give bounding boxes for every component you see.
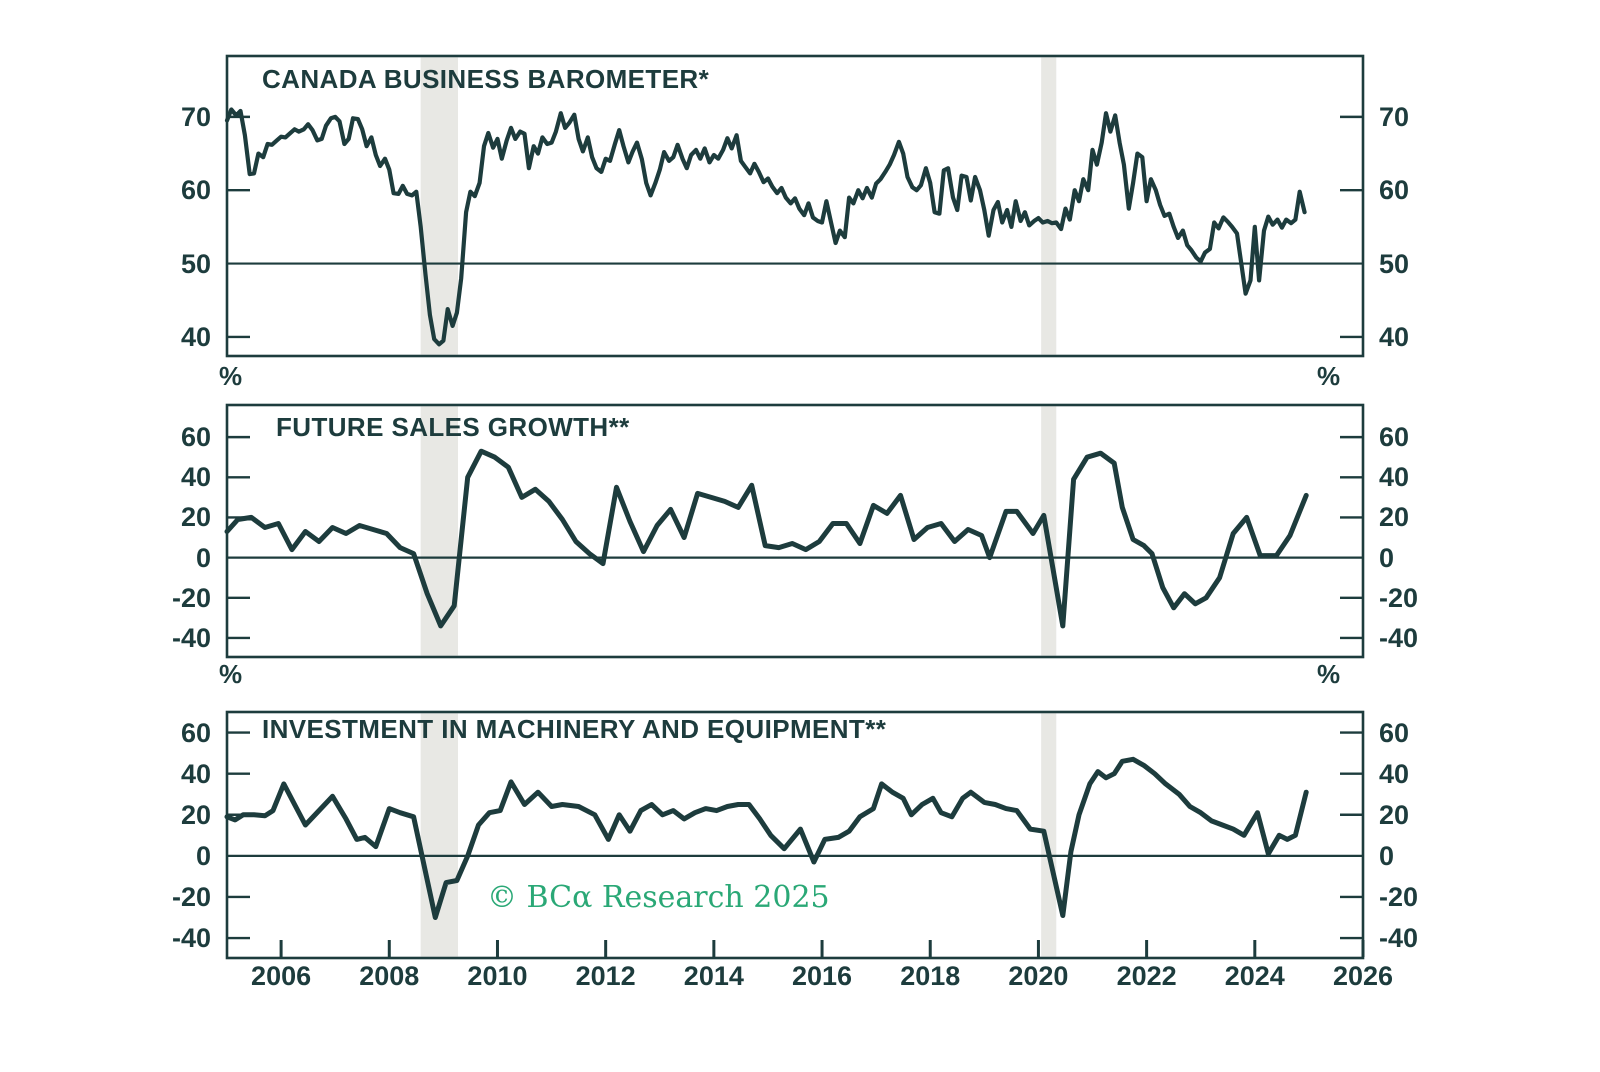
panel-border [225, 710, 1365, 960]
y-tick-label: 40 [180, 758, 211, 789]
y-tick-label: 0 [1379, 840, 1395, 871]
y-tick-label: 0 [195, 542, 211, 573]
panel-1 [224, 54, 1365, 358]
y-tick-label: -40 [1379, 923, 1419, 954]
y-tick-label: 20 [1379, 799, 1410, 830]
y-tick-label: 70 [180, 101, 211, 132]
x-tick-label: 2026 [1332, 961, 1394, 991]
y-tick-label: 60 [180, 717, 211, 748]
x-tick-label: 2018 [900, 961, 961, 991]
y-tick-label: 40 [1379, 462, 1410, 493]
x-tick-label: 2008 [359, 961, 420, 991]
x-tick-label: 2012 [575, 961, 636, 991]
y-tick-label: 20 [180, 502, 211, 533]
y-tick-label: 50 [1379, 248, 1410, 279]
y-tick-label: -40 [1379, 622, 1419, 653]
y-tick-label: 60 [1379, 717, 1410, 748]
y-tick-label: -20 [171, 881, 211, 912]
x-tick-label: 2022 [1116, 961, 1177, 991]
y-tick-label: -40 [171, 622, 211, 653]
y-tick-label: -40 [171, 923, 211, 954]
y-tick-label: -20 [171, 582, 211, 613]
panel3-title: INVESTMENT IN MACHINERY AND EQUIPMENT** [262, 714, 887, 744]
x-tick-label: 2020 [1008, 961, 1069, 991]
x-tick-label: 2010 [467, 961, 528, 991]
x-tick-label: 2014 [683, 961, 744, 991]
y-tick-label: 60 [1379, 422, 1410, 453]
recession-band [1041, 57, 1057, 355]
panel3-unit-left: % [219, 659, 243, 689]
y-tick-label: 60 [180, 175, 211, 206]
x-tick-label: 2016 [792, 961, 853, 991]
panel2-unit-right: % [1317, 361, 1341, 391]
y-tick-label: 50 [180, 248, 211, 279]
y-tick-label: 0 [1379, 542, 1395, 573]
panel-2 [224, 403, 1365, 659]
x-tick-label: 2024 [1224, 961, 1285, 991]
y-tick-label: -20 [1379, 582, 1419, 613]
y-tick-label: 40 [180, 462, 211, 493]
y-tick-label: 40 [1379, 321, 1410, 352]
y-tick-label: 0 [195, 840, 211, 871]
data-line-3 [224, 756, 1309, 920]
panel1-title: CANADA BUSINESS BAROMETER* [262, 64, 710, 94]
recession-band [420, 57, 458, 355]
y-tick-label: 20 [180, 799, 211, 830]
data-line-1 [224, 107, 1307, 347]
y-tick-label: 60 [180, 422, 211, 453]
y-tick-label: 70 [1379, 101, 1410, 132]
y-tick-label: -20 [1379, 881, 1419, 912]
panel-3 [224, 710, 1365, 960]
recession-band [1041, 713, 1057, 957]
copyright-notice: © BCα Research 2025 [487, 880, 830, 915]
panel-border [225, 54, 1365, 358]
panel3-unit-right: % [1317, 659, 1341, 689]
panel2-unit-left: % [219, 361, 243, 391]
panel2-title: FUTURE SALES GROWTH** [276, 412, 630, 442]
y-tick-label: 40 [180, 321, 211, 352]
y-tick-label: 60 [1379, 175, 1410, 206]
y-tick-label: 20 [1379, 502, 1410, 533]
recession-band [420, 713, 458, 957]
x-tick-label: 2006 [251, 961, 312, 991]
panel-border [225, 403, 1365, 659]
recession-band [420, 406, 458, 656]
data-line-2 [224, 448, 1309, 629]
y-tick-label: 40 [1379, 758, 1410, 789]
